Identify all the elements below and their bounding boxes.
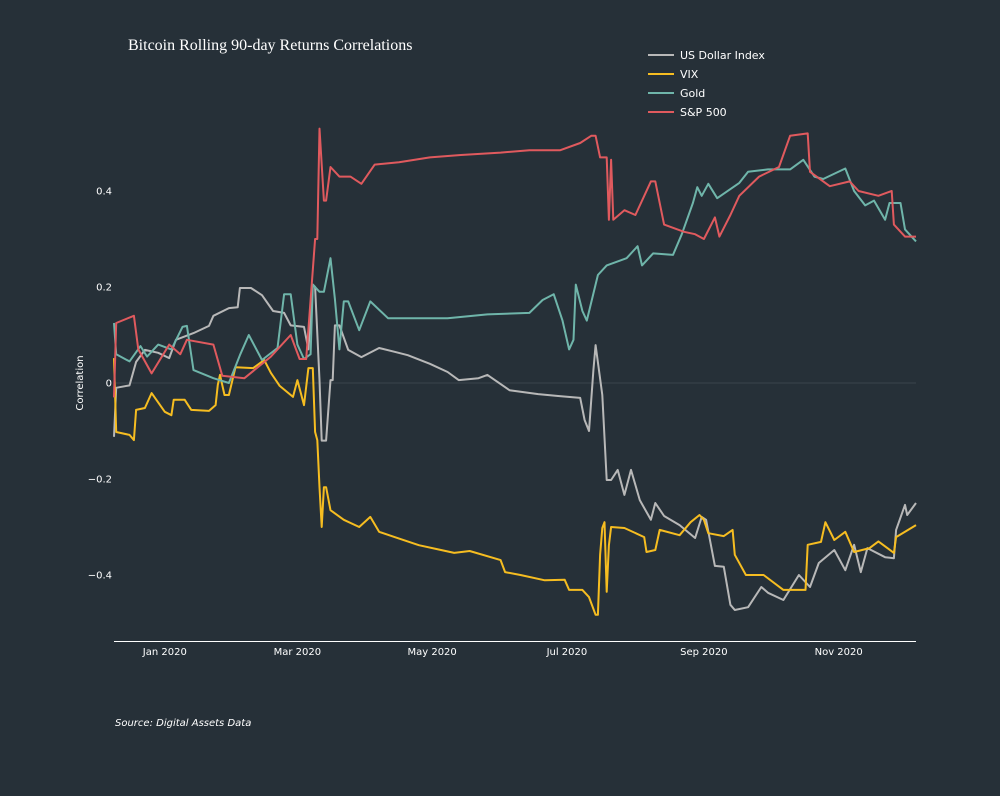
legend: US Dollar Index VIX Gold S&P 500: [648, 49, 765, 119]
y-tick-label: 0.4: [96, 187, 112, 198]
legend-label: Gold: [680, 87, 705, 100]
legend-label: VIX: [680, 68, 699, 81]
series-line-s-p-500: [113, 127, 916, 398]
x-tick-label: Sep 2020: [680, 647, 727, 658]
legend-label: US Dollar Index: [680, 49, 765, 62]
series-line-gold: [113, 158, 917, 384]
y-tick-label: −0.4: [88, 571, 112, 582]
source-note: Source: Digital Assets Data: [115, 718, 251, 729]
legend-item[interactable]: Gold: [648, 87, 705, 100]
x-tick-label: May 2020: [407, 647, 456, 658]
x-tick-label: Mar 2020: [274, 647, 322, 658]
legend-item[interactable]: VIX: [648, 68, 699, 81]
y-tick-label: 0: [106, 379, 112, 390]
series-group: [113, 127, 917, 616]
x-tick-label: Jul 2020: [546, 647, 588, 658]
series-line-vix: [113, 358, 917, 616]
y-axis-label: Correlation: [75, 355, 86, 410]
series-line-us-dollar-index: [113, 283, 917, 611]
x-tick-label: Jan 2020: [142, 647, 187, 658]
chart-title: Bitcoin Rolling 90-day Returns Correlati…: [128, 37, 412, 54]
legend-item[interactable]: US Dollar Index: [648, 49, 765, 62]
x-tick-labels: Jan 2020 Mar 2020 May 2020 Jul 2020 Sep 2020…: [142, 647, 863, 658]
legend-label: S&P 500: [680, 106, 727, 119]
legend-item[interactable]: S&P 500: [648, 106, 727, 119]
x-tick-label: Nov 2020: [815, 647, 863, 658]
y-tick-label: −0.2: [88, 475, 112, 486]
y-tick-label: 0.2: [96, 283, 112, 294]
y-tick-labels: 0.4 0.2 0 −0.2 −0.4: [88, 187, 112, 582]
